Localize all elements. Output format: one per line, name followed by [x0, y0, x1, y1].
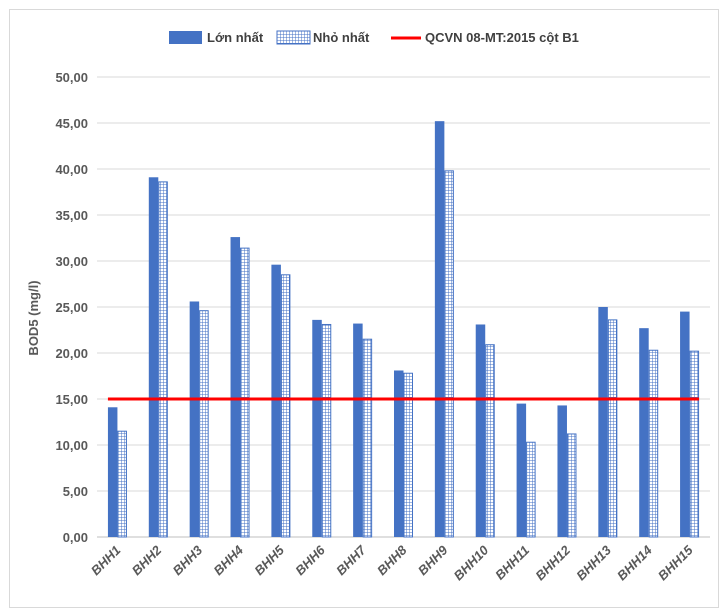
x-tick-label: BHH3 [170, 542, 206, 578]
bar-min [280, 274, 291, 538]
x-tick-label: BHH12 [532, 542, 573, 583]
x-tick-label: BHH10 [451, 542, 492, 583]
y-tick-label: 20,00 [55, 346, 88, 361]
bar-min [689, 350, 700, 538]
y-axis-title: BOD5 (mg/l) [26, 280, 41, 355]
x-tick-label: BHH8 [374, 542, 410, 578]
bar-max [353, 323, 363, 537]
bar-min [566, 433, 577, 538]
bar-max [189, 301, 200, 537]
bar-max [107, 407, 118, 537]
x-tick-label: BHH7 [333, 542, 369, 578]
legend-label-standard: QCVN 08-MT:2015 cột B1 [425, 30, 579, 45]
bar-max [312, 319, 322, 537]
x-tick-label: BHH14 [614, 542, 655, 583]
bar-min [240, 247, 250, 538]
bar-min [485, 344, 495, 538]
legend: Lớn nhất Nhỏ nhất QCVN 08-MT:2015 cột B1 [169, 30, 579, 45]
bar-min [403, 372, 413, 538]
x-tick-label: BHH2 [129, 542, 165, 578]
bar-max [230, 237, 241, 537]
y-tick-label: 45,00 [55, 116, 88, 131]
bar-max [394, 370, 404, 537]
bar-min [117, 430, 127, 538]
y-tick-label: 0,00 [63, 530, 88, 545]
bar-max [680, 311, 690, 537]
bar-max [639, 328, 649, 537]
bar-max [598, 307, 608, 537]
y-tick-label: 5,00 [63, 484, 88, 499]
x-tick-label: BHH15 [655, 542, 696, 583]
legend-label-min: Nhỏ nhất [313, 30, 370, 45]
x-tick-label: BHH11 [492, 543, 532, 583]
bar-max [516, 403, 527, 537]
bar-min [199, 310, 209, 538]
x-tick-label: BHH4 [211, 542, 247, 578]
y-tick-label: 10,00 [55, 438, 88, 453]
y-tick-label: 30,00 [55, 254, 88, 269]
legend-label-max: Lớn nhất [207, 30, 264, 45]
bar-max [557, 405, 567, 537]
x-tick-label: BHH9 [415, 542, 451, 578]
x-axis-ticks: BHH1 BHH2 BHH3 BHH4 BHH5 BHH6 BHH7 BHH8 BHH9 BHH1… [88, 542, 696, 583]
bar-min [158, 181, 168, 538]
bars [107, 121, 700, 538]
x-tick-label: BHH1 [88, 543, 124, 579]
bar-min [362, 338, 373, 538]
x-tick-label: BHH6 [292, 542, 328, 578]
y-axis-ticks: 0,00 5,00 10,00 15,00 20,00 25,00 30,00 35,00 40… [55, 70, 88, 545]
bar-min [526, 441, 536, 538]
bar-max [271, 264, 281, 537]
y-tick-label: 40,00 [55, 162, 88, 177]
bar-min [648, 349, 659, 538]
bar-min [321, 323, 332, 538]
y-tick-label: 50,00 [55, 70, 88, 85]
bar-max [148, 177, 159, 537]
x-tick-label: BHH13 [573, 542, 614, 583]
legend-swatch-max [169, 31, 202, 44]
bar-max [434, 121, 445, 537]
bar-chart: Lớn nhất Nhỏ nhất QCVN 08-MT:2015 cột B1… [26, 30, 710, 583]
y-tick-label: 15,00 [55, 392, 88, 407]
bar-min [607, 319, 618, 538]
y-tick-label: 35,00 [55, 208, 88, 223]
x-tick-label: BHH5 [251, 542, 287, 578]
bar-min [444, 170, 454, 538]
legend-swatch-min [276, 30, 311, 45]
y-tick-label: 25,00 [55, 300, 88, 315]
chart-container: Lớn nhất Nhỏ nhất QCVN 08-MT:2015 cột B1… [9, 9, 719, 608]
bar-max [475, 324, 486, 537]
